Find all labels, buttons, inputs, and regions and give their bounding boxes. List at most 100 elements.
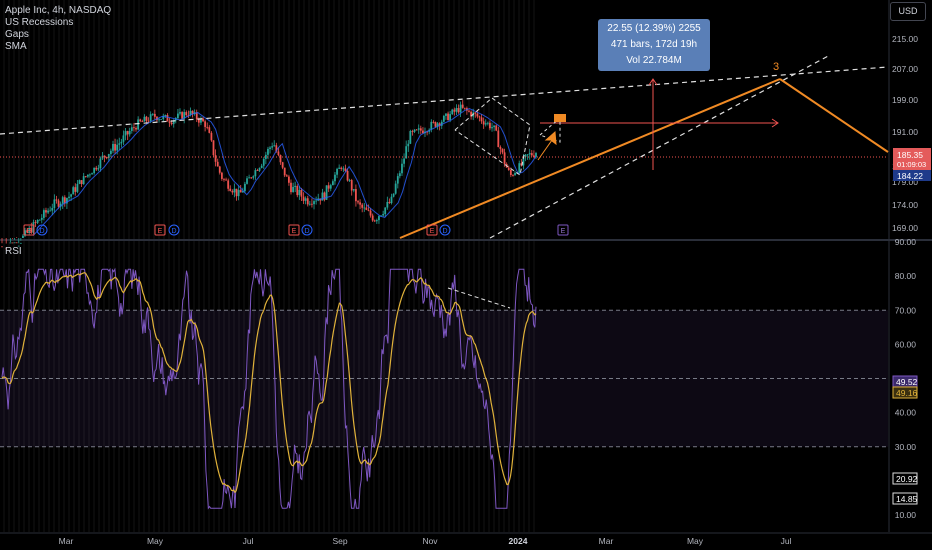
price-candle [143,116,146,122]
price-candle [36,220,39,223]
price-candle [459,104,462,113]
price-candle [15,242,18,244]
price-axis-tick: 179.00 [892,177,918,187]
price-candle [93,167,96,174]
price-candle [216,161,219,167]
price-candle [11,242,14,244]
wave-label[interactable]: 3 [773,61,780,73]
price-candle [120,141,123,144]
price-candle [269,147,271,149]
orange-projection-line [779,78,889,153]
price-candle [334,174,336,182]
price-candle [509,169,512,176]
rsi-pane-label[interactable]: RSI [5,246,22,257]
price-candle [214,155,217,162]
time-axis-tick: May [147,536,164,546]
price-candle [262,158,265,166]
price-candle [285,175,288,177]
earnings-marker: E [292,228,297,235]
rsi-extra-tag-1 [892,472,918,485]
price-candle [235,188,238,197]
price-candle [405,146,408,159]
price-candle [227,180,230,189]
time-axis-tick: 2024 [509,536,528,546]
price-candle [78,180,81,184]
price-candle [86,174,89,177]
earnings-marker: D [442,228,447,235]
price-candle [507,167,510,170]
price-candle [30,227,33,233]
price-candle [434,122,437,127]
earnings-marker: E [27,228,32,235]
price-candle [95,167,98,170]
price-candle [445,113,447,116]
price-candle [181,112,183,119]
price-candle [313,201,315,205]
rsi-line [1,267,537,510]
price-candle [499,147,502,149]
price-candle [474,112,477,114]
earnings-marker-frame [426,224,438,236]
price-candle [250,177,253,179]
legend-indicator-recessions[interactable]: US Recessions [5,17,74,28]
price-candle [9,242,12,244]
price-candle [331,181,334,186]
current-price-countdown: 01:09:03 [897,160,926,169]
earnings-marker-frame [36,224,48,236]
price-candle [177,113,179,119]
price-candle [520,163,523,166]
price-candle [116,144,119,151]
price-candle [225,179,227,181]
earnings-marker-frame [168,224,180,236]
price-axis-tick: 207.00 [892,64,918,74]
currency-button[interactable]: USD [890,2,926,21]
legend-indicator-sma[interactable]: SMA [5,41,27,52]
price-candle [359,202,361,205]
earnings-marker-frame [154,224,166,236]
rsi-axis-tick: 10.00 [895,510,917,520]
lower-dashed-trendline [489,54,831,239]
rsi-axis-tick: 80.00 [895,271,917,281]
legend-symbol[interactable]: Apple Inc, 4h, NASDAQ [5,5,112,16]
price-candle [283,167,286,176]
price-candle [476,113,479,117]
price-candle [275,145,278,152]
price-candle [97,168,100,170]
price-candle [411,131,414,132]
price-candle [338,167,341,169]
rsi-ma-value: 49.16 [896,388,918,398]
measure-box[interactable]: 22.55 (12.39%) 2255 471 bars, 172d 19h V… [598,19,710,71]
price-candle [430,121,433,130]
price-candle [91,173,93,175]
price-candle [273,145,276,147]
earnings-marker-frame [288,224,300,236]
price-candle [514,173,516,176]
price-candle [149,114,152,122]
price-candle [59,203,62,207]
price-candle [223,178,225,180]
price-candle [42,210,45,218]
price-candle [220,172,223,179]
price-candle [99,158,102,169]
price-candle [45,210,47,213]
price-candle [239,190,242,193]
rsi-ma-line [1,272,537,494]
price-candle [455,108,458,112]
price-candle [17,245,20,247]
earnings-marker: D [39,228,44,235]
rsi-divergence-line [447,287,511,309]
price-candle [252,176,255,178]
price-candle [244,183,246,192]
price-candle [204,121,207,127]
price-candle [147,120,150,122]
price-candle [415,129,418,131]
earnings-marker-frame [23,224,35,236]
price-candle [279,155,282,163]
time-axis-tick: Sep [332,536,347,546]
orange-arrow [537,130,557,161]
price-candle [179,112,181,114]
price-candle [277,151,280,156]
rsi-value: 49.52 [896,377,918,387]
legend-indicator-gaps[interactable]: Gaps [5,29,29,40]
